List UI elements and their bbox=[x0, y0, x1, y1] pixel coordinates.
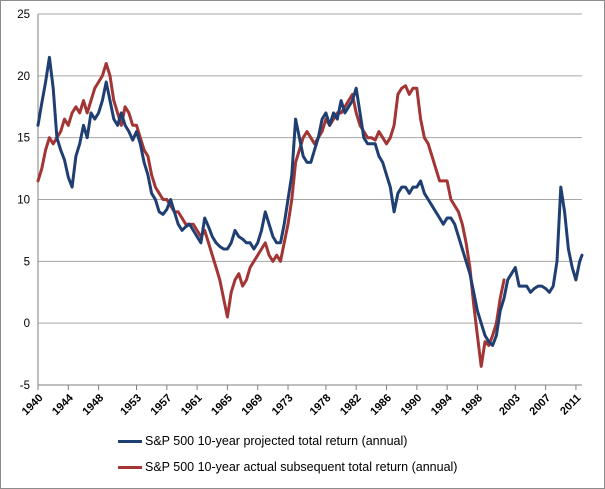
x-tick-label: 1953 bbox=[118, 392, 144, 418]
x-tick-label: 1957 bbox=[149, 392, 175, 418]
x-tick-label: 1969 bbox=[239, 392, 265, 418]
legend-swatch-projected bbox=[118, 440, 142, 443]
legend-label-projected: S&P 500 10-year projected total return (… bbox=[145, 434, 408, 448]
y-tick-label: -5 bbox=[20, 380, 30, 392]
legend-swatch-actual bbox=[118, 466, 142, 469]
legend-label-actual: S&P 500 10-year actual subsequent total … bbox=[145, 460, 458, 474]
y-tick-label: 20 bbox=[17, 71, 30, 83]
x-tick-label: 1965 bbox=[209, 392, 235, 418]
x-tick-label: 1944 bbox=[50, 391, 76, 417]
x-tick-label: 1982 bbox=[338, 392, 364, 418]
x-tick-label: 2007 bbox=[527, 392, 553, 418]
x-tick-label: 1986 bbox=[368, 392, 394, 418]
x-tick-label: 1994 bbox=[429, 391, 455, 417]
x-tick-label: 1940 bbox=[20, 392, 46, 418]
x-tick-label: 2003 bbox=[497, 392, 523, 418]
x-tick-label: 1978 bbox=[308, 392, 334, 418]
x-tick-label: 1948 bbox=[80, 392, 106, 418]
series-line-projected bbox=[36, 55, 584, 347]
y-tick-label: 15 bbox=[17, 133, 30, 145]
y-tick-label: 10 bbox=[17, 195, 30, 207]
x-tick-label: 1973 bbox=[270, 392, 296, 418]
x-tick-label: 2011 bbox=[558, 392, 583, 417]
x-tick-label: 1961 bbox=[179, 392, 205, 418]
y-tick-label: 25 bbox=[17, 9, 30, 21]
series-line-actual bbox=[36, 62, 506, 368]
y-tick-label: 0 bbox=[24, 318, 30, 330]
y-tick-label: 5 bbox=[24, 256, 30, 268]
x-tick-label: 1990 bbox=[399, 392, 425, 418]
x-tick-label: 1998 bbox=[459, 392, 485, 418]
